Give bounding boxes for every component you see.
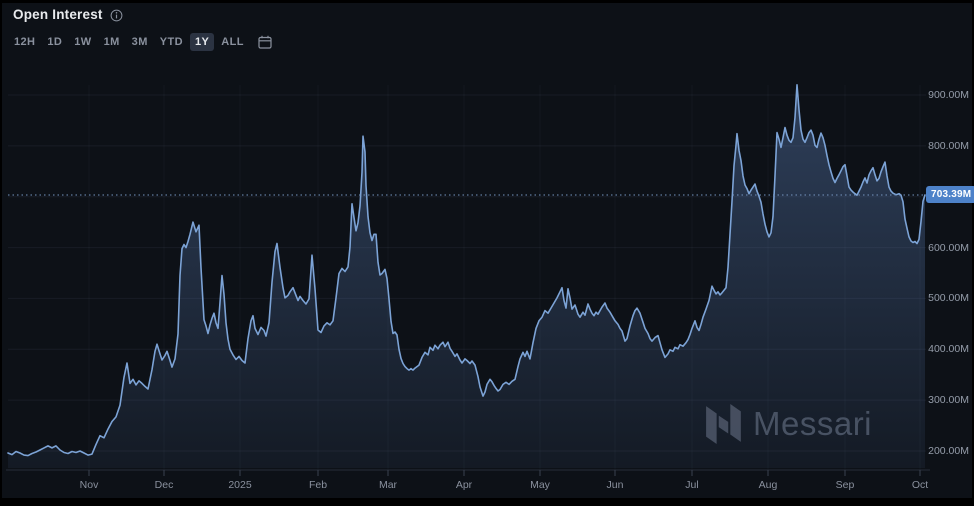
- calendar-icon: [258, 35, 272, 49]
- x-axis-label-Apr: Apr: [455, 479, 473, 491]
- range-button-all[interactable]: ALL: [216, 33, 249, 51]
- x-axis-label-May: May: [530, 479, 550, 491]
- x-axis-label-Jul: Jul: [685, 479, 699, 491]
- x-axis-label-Jun: Jun: [606, 479, 624, 491]
- x-axis-label-Mar: Mar: [378, 479, 398, 491]
- y-axis-label-500.00M: 500.00M: [928, 292, 969, 305]
- range-button-1d[interactable]: 1D: [42, 33, 67, 51]
- range-button-1w[interactable]: 1W: [69, 33, 96, 51]
- range-selector: 12H 1D 1W 1M 3M YTD 1Y ALL: [9, 33, 275, 51]
- y-axis-label-400.00M: 400.00M: [928, 343, 969, 356]
- x-axis-label-Nov: Nov: [79, 479, 99, 491]
- info-icon[interactable]: [110, 9, 123, 22]
- y-axis-label-300.00M: 300.00M: [928, 394, 969, 407]
- x-axis-label-Oct: Oct: [911, 479, 929, 491]
- range-button-ytd[interactable]: YTD: [155, 33, 188, 51]
- y-axis-label-200.00M: 200.00M: [928, 445, 969, 457]
- range-button-1m[interactable]: 1M: [99, 33, 125, 51]
- y-axis-label-900.00M: 900.00M: [928, 89, 969, 101]
- y-axis-label-800.00M: 800.00M: [928, 139, 969, 152]
- range-button-12h[interactable]: 12H: [9, 33, 40, 51]
- header: Open Interest: [13, 7, 123, 22]
- y-axis-label-600.00M: 600.00M: [928, 241, 969, 254]
- x-axis-label-Aug: Aug: [758, 479, 778, 491]
- current-value-badge: 703.39M: [926, 185, 974, 203]
- page-title: Open Interest: [13, 7, 103, 22]
- calendar-button[interactable]: [255, 33, 275, 51]
- x-axis-label-Sep: Sep: [835, 479, 855, 491]
- x-axis-label-Feb: Feb: [308, 479, 328, 491]
- x-axis-label-Dec: Dec: [154, 479, 174, 491]
- range-button-1y[interactable]: 1Y: [189, 33, 215, 51]
- range-button-3m[interactable]: 3M: [127, 33, 153, 51]
- x-axis-label-2025: 2025: [228, 479, 252, 491]
